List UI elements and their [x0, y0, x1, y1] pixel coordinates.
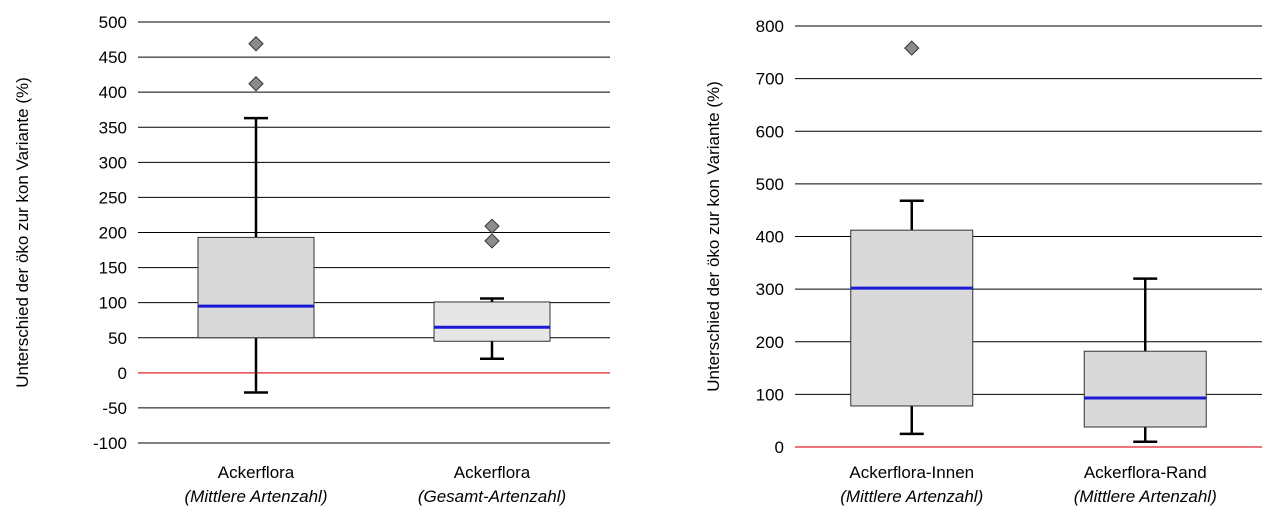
outlier-point — [248, 36, 264, 52]
y-tick-label: 700 — [756, 70, 784, 89]
y-tick-label: 450 — [99, 48, 127, 67]
y-tick-label: 0 — [775, 438, 784, 457]
outlier-point — [484, 233, 500, 249]
x-category-sublabel: (Mittlere Artenzahl) — [1074, 487, 1217, 506]
y-tick-label: 50 — [108, 329, 127, 348]
x-category-sublabel: (Gesamt-Artenzahl) — [418, 487, 566, 506]
y-axis-label: Unterschied der öko zur kon Variante (%) — [13, 77, 32, 388]
outlier-point — [484, 218, 500, 234]
y-tick-label: 150 — [99, 259, 127, 278]
y-axis-label: Unterschied der öko zur kon Variante (%) — [704, 81, 723, 392]
y-tick-label: 500 — [756, 175, 784, 194]
y-tick-label: 350 — [99, 118, 127, 137]
box-iqr — [1083, 350, 1207, 428]
y-tick-label: -50 — [102, 399, 127, 418]
x-category-label: Ackerflora-Rand — [1084, 463, 1207, 482]
outlier-point — [904, 40, 920, 56]
y-tick-label: 800 — [756, 17, 784, 36]
box-iqr — [433, 301, 551, 342]
box-iqr — [850, 229, 974, 407]
box-iqr — [197, 236, 315, 339]
y-tick-label: -100 — [93, 434, 127, 453]
y-tick-label: 200 — [99, 224, 127, 243]
box-plot-right: 0 100 200 300 400 500 600 700 800 Unterschied der… — [704, 17, 1262, 506]
y-tick-label: 600 — [756, 122, 784, 141]
y-tick-label: 250 — [99, 188, 127, 207]
outlier-point — [248, 76, 264, 92]
x-category-sublabel: (Mittlere Artenzahl) — [840, 487, 983, 506]
y-tick-label: 400 — [99, 83, 127, 102]
x-category-label: Ackerflora — [454, 463, 531, 482]
x-category-label: Ackerflora — [218, 463, 295, 482]
y-tick-label: 500 — [99, 13, 127, 32]
y-tick-label: 0 — [118, 364, 127, 383]
x-category-label: Ackerflora-Innen — [849, 463, 974, 482]
y-tick-label: 100 — [756, 385, 784, 404]
box-plot-left: -100 -50 0 50 100 150 200 250 300 350 400 450 500 Unt… — [13, 13, 610, 506]
y-tick-label: 300 — [756, 280, 784, 299]
y-tick-label: 200 — [756, 333, 784, 352]
x-category-sublabel: (Mittlere Artenzahl) — [185, 487, 328, 506]
y-tick-label: 300 — [99, 153, 127, 172]
y-tick-label: 100 — [99, 294, 127, 313]
y-tick-label: 400 — [756, 228, 784, 247]
